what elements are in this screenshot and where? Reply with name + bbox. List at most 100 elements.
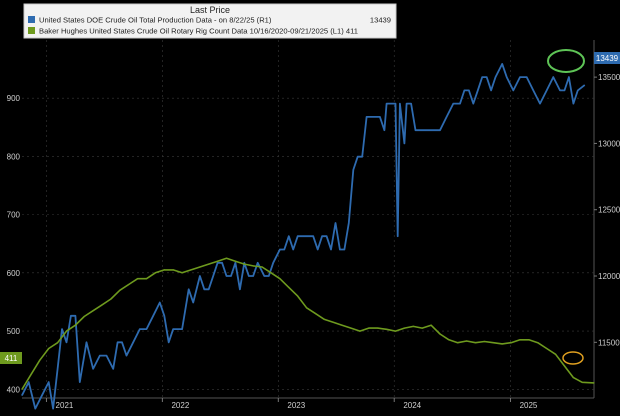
- x-tick-label: 2024: [403, 401, 421, 410]
- data-point-rigs: [501, 343, 503, 345]
- y-left-tick-label: 500: [7, 327, 21, 336]
- data-point-production: [199, 275, 201, 277]
- data-point-production: [370, 116, 372, 118]
- data-point-rigs: [341, 324, 343, 326]
- data-point-rigs: [252, 265, 254, 267]
- legend-label-rigs: Baker Hughes United States Crude Oil Rot…: [39, 27, 358, 36]
- data-point-production: [339, 248, 341, 251]
- data-point-rigs: [48, 347, 50, 350]
- data-point-production: [383, 129, 385, 131]
- data-point-rigs: [288, 286, 290, 288]
- data-point-production: [403, 142, 405, 144]
- data-point-production: [308, 235, 310, 237]
- data-point-production: [188, 288, 190, 290]
- data-point-production: [357, 156, 359, 158]
- legend-box: [23, 3, 397, 39]
- data-point-production: [181, 328, 183, 330]
- y-right-tick-label: 13500: [598, 73, 620, 82]
- data-point-production: [85, 341, 88, 343]
- data-point-production: [239, 288, 241, 290]
- data-point-production: [288, 235, 290, 237]
- data-point-production: [334, 222, 337, 224]
- data-point-production: [366, 116, 368, 118]
- data-point-production: [105, 355, 108, 357]
- y-left-tick-label: 400: [7, 385, 21, 394]
- data-point-rigs: [163, 269, 165, 271]
- legend-swatch-production: [28, 16, 35, 23]
- x-tick-label: 2022: [171, 401, 189, 410]
- data-point-production: [414, 129, 417, 131]
- x-tick-label: 2025: [520, 401, 538, 410]
- data-point-production: [139, 328, 141, 330]
- data-point-rigs: [57, 342, 59, 344]
- legend: Last Price United States DOE Crude Oil T…: [23, 3, 397, 39]
- data-point-rigs: [421, 327, 423, 329]
- data-point-production: [48, 381, 50, 383]
- data-point-production: [172, 328, 174, 330]
- data-point-production: [399, 103, 401, 105]
- x-tick-label: 2023: [287, 401, 305, 410]
- data-point-production: [41, 394, 43, 396]
- data-point-production: [463, 89, 465, 91]
- data-point-production: [361, 156, 363, 158]
- data-point-rigs: [483, 340, 485, 343]
- data-point-production: [52, 408, 54, 410]
- legend-label-production: United States DOE Crude Oil Total Produc…: [39, 16, 272, 25]
- data-point-production: [28, 381, 30, 383]
- data-point-rigs: [323, 318, 325, 320]
- data-point-rigs: [593, 382, 595, 384]
- data-point-production: [177, 328, 179, 330]
- data-point-production: [321, 235, 323, 237]
- data-point-production: [159, 301, 161, 304]
- data-point-production: [301, 235, 303, 237]
- data-point-rigs: [368, 327, 370, 329]
- data-point-production: [65, 341, 68, 343]
- data-point-production: [348, 222, 350, 224]
- data-point-production: [552, 76, 554, 78]
- data-point-production: [217, 262, 219, 264]
- data-point-production: [468, 89, 470, 91]
- data-point-production: [145, 328, 148, 330]
- data-point-rigs: [572, 377, 575, 379]
- data-point-production: [152, 315, 154, 317]
- data-point-production: [57, 368, 59, 370]
- data-point-rigs: [243, 263, 245, 265]
- data-point-production: [472, 103, 474, 105]
- data-point-production: [283, 248, 285, 251]
- data-point-rigs: [510, 342, 512, 344]
- data-point-production: [79, 381, 81, 383]
- data-point-production: [406, 103, 408, 105]
- data-point-production: [257, 262, 259, 264]
- data-point-production: [374, 116, 377, 118]
- data-point-production: [388, 103, 390, 105]
- data-point-production: [481, 76, 483, 78]
- data-point-production: [34, 408, 36, 410]
- data-point-rigs: [137, 278, 139, 280]
- data-point-rigs: [466, 340, 468, 342]
- data-point-production: [70, 315, 72, 317]
- data-point-production: [519, 76, 521, 78]
- data-point-rigs: [101, 304, 103, 306]
- y-right-tick-label: 13000: [598, 139, 620, 148]
- data-point-rigs: [234, 260, 236, 262]
- y-right-tick-label: 11500: [598, 338, 620, 347]
- data-point-rigs: [181, 272, 183, 274]
- data-point-production: [397, 235, 399, 237]
- data-point-rigs: [314, 313, 317, 315]
- data-point-production: [532, 89, 534, 91]
- data-point-rigs: [145, 278, 148, 280]
- data-point-rigs: [403, 327, 405, 329]
- data-point-production: [117, 341, 119, 343]
- data-point-production: [526, 76, 528, 78]
- data-point-production: [539, 103, 541, 105]
- data-point-production: [501, 63, 503, 65]
- right-last-value-badge: 13439: [594, 52, 620, 64]
- data-point-rigs: [563, 365, 566, 367]
- data-point-production: [394, 103, 397, 105]
- data-point-production: [92, 368, 94, 370]
- data-point-rigs: [430, 324, 432, 326]
- data-point-production: [61, 328, 63, 330]
- data-point-production: [221, 262, 223, 264]
- data-point-rigs: [537, 342, 539, 344]
